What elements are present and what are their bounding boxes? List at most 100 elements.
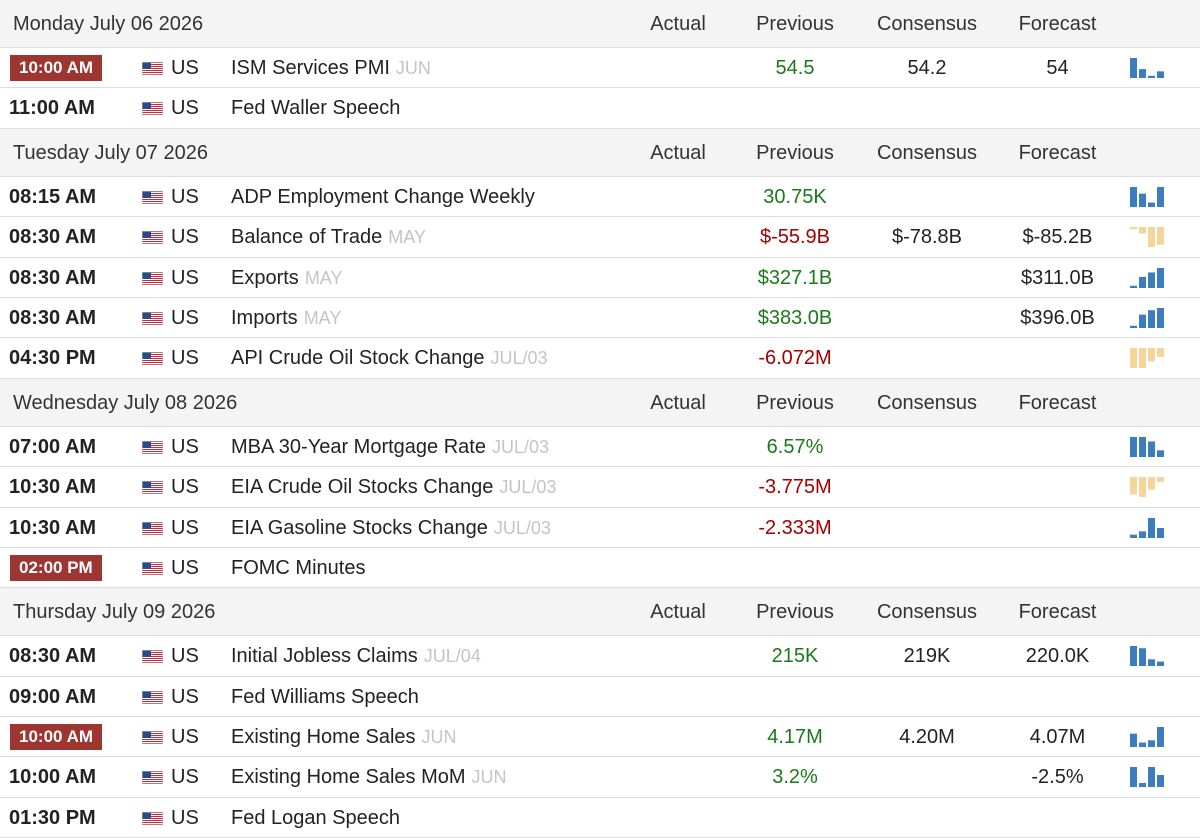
event-row[interactable]: 10:00 AM US Existing Home Sales MoM JUN 3.2%… bbox=[0, 757, 1200, 798]
date-header-row: Thursday July 09 2026 Actual Previous Conse… bbox=[0, 588, 1200, 637]
event-row[interactable]: 10:00 AM US Existing Home Sales JUN 4.17M 4.2… bbox=[0, 717, 1200, 758]
event-row[interactable]: 08:15 AM US ADP Employment Change Weekly 30… bbox=[0, 177, 1200, 218]
event-name-cell[interactable]: Initial Jobless Claims JUL/04 bbox=[231, 636, 481, 676]
country-code: US bbox=[171, 476, 199, 499]
event-name[interactable]: Exports bbox=[231, 266, 299, 289]
forecast-value bbox=[1005, 177, 1110, 217]
sparkline-bar bbox=[1139, 314, 1146, 328]
previous-value: -2.333M bbox=[758, 516, 832, 539]
sparkline-bar bbox=[1130, 436, 1137, 457]
date-header-row: Tuesday July 07 2026 Actual Previous Consen… bbox=[0, 128, 1200, 177]
forecast-value bbox=[1005, 798, 1110, 838]
previous-value: 54.5 bbox=[775, 57, 815, 79]
actual-value bbox=[640, 217, 716, 257]
date-label: Wednesday July 08 2026 bbox=[13, 391, 238, 414]
event-name[interactable]: Initial Jobless Claims bbox=[231, 645, 418, 668]
event-name-cell[interactable]: EIA Gasoline Stocks Change JUL/03 bbox=[231, 508, 551, 548]
event-row[interactable]: 01:30 PM US Fed Logan Speech bbox=[0, 798, 1200, 838]
event-row[interactable]: 10:30 AM US EIA Gasoline Stocks Change JUL/… bbox=[0, 508, 1200, 548]
sparkline-chart[interactable] bbox=[1128, 55, 1168, 81]
event-name[interactable]: Imports bbox=[231, 306, 298, 329]
us-flag-icon bbox=[142, 771, 163, 785]
sparkline-bar bbox=[1130, 58, 1137, 78]
event-name-cell[interactable]: ISM Services PMI JUN bbox=[231, 48, 431, 88]
event-name[interactable]: FOMC Minutes bbox=[231, 556, 366, 579]
sparkline-bar bbox=[1148, 441, 1155, 457]
event-name[interactable]: Fed Waller Speech bbox=[231, 97, 401, 120]
event-name[interactable]: API Crude Oil Stock Change bbox=[231, 347, 485, 370]
sparkline-chart[interactable] bbox=[1128, 305, 1168, 331]
event-row[interactable]: 10:30 AM US EIA Crude Oil Stocks Change JUL… bbox=[0, 467, 1200, 508]
event-name-cell[interactable]: Existing Home Sales JUN bbox=[231, 717, 457, 757]
event-name-cell[interactable]: MBA 30-Year Mortgage Rate JUL/03 bbox=[231, 427, 549, 467]
consensus-value: 4.20M bbox=[899, 726, 955, 749]
previous-value bbox=[745, 88, 845, 128]
column-header-actual: Actual bbox=[650, 141, 706, 164]
sparkline-chart[interactable] bbox=[1128, 265, 1168, 291]
event-row[interactable]: 09:00 AM US Fed Williams Speech bbox=[0, 677, 1200, 718]
event-name-cell[interactable]: Fed Waller Speech bbox=[231, 88, 400, 128]
sparkline-bar bbox=[1157, 477, 1164, 483]
event-row[interactable]: 08:30 AM US Initial Jobless Claims JUL/04 21… bbox=[0, 636, 1200, 677]
reference-period: JUL/04 bbox=[423, 646, 481, 667]
column-header-consensus: Consensus bbox=[876, 13, 978, 35]
event-row[interactable]: 08:30 AM US Balance of Trade MAY $-55.9B $-78… bbox=[0, 217, 1200, 258]
event-name-cell[interactable]: Balance of Trade MAY bbox=[231, 217, 426, 257]
sparkline-chart[interactable] bbox=[1128, 643, 1168, 669]
event-name-cell[interactable]: Imports MAY bbox=[231, 298, 341, 338]
column-header-previous: Previous bbox=[756, 391, 834, 414]
column-header-actual: Actual bbox=[650, 601, 706, 624]
event-name[interactable]: Fed Logan Speech bbox=[231, 806, 401, 829]
event-row[interactable]: 02:00 PM US FOMC Minutes bbox=[0, 548, 1200, 589]
event-name[interactable]: ADP Employment Change Weekly bbox=[231, 185, 535, 208]
sparkline-chart[interactable] bbox=[1128, 724, 1168, 750]
event-name-cell[interactable]: Existing Home Sales MoM JUN bbox=[231, 757, 507, 797]
event-name[interactable]: Balance of Trade bbox=[231, 226, 383, 249]
event-row[interactable]: 08:30 AM US Exports MAY $327.1B $311.0B bbox=[0, 258, 1200, 298]
us-flag-icon bbox=[142, 561, 163, 575]
event-name-cell[interactable]: API Crude Oil Stock Change JUL/03 bbox=[231, 338, 548, 378]
event-row[interactable]: 04:30 PM US API Crude Oil Stock Change JUL/… bbox=[0, 338, 1200, 379]
event-name[interactable]: EIA Crude Oil Stocks Change bbox=[231, 476, 494, 499]
event-name[interactable]: Existing Home Sales bbox=[231, 726, 416, 749]
event-name-cell[interactable]: EIA Crude Oil Stocks Change JUL/03 bbox=[231, 467, 556, 507]
sparkline-chart[interactable] bbox=[1128, 515, 1168, 541]
sparkline-chart[interactable] bbox=[1128, 345, 1168, 371]
country-code: US bbox=[171, 57, 199, 79]
event-name[interactable]: MBA 30-Year Mortgage Rate bbox=[231, 435, 486, 458]
event-name-cell[interactable]: FOMC Minutes bbox=[231, 548, 365, 588]
event-row[interactable]: 11:00 AM US Fed Waller Speech bbox=[0, 88, 1200, 129]
event-time: 10:00 AM bbox=[9, 766, 97, 789]
actual-value bbox=[640, 467, 716, 507]
event-time: 08:30 AM bbox=[9, 226, 97, 249]
event-name[interactable]: EIA Gasoline Stocks Change bbox=[231, 516, 488, 539]
previous-value: 4.17M bbox=[767, 726, 823, 749]
event-name-cell[interactable]: Fed Williams Speech bbox=[231, 677, 419, 717]
sparkline-bar bbox=[1130, 348, 1137, 369]
event-row[interactable]: 07:00 AM US MBA 30-Year Mortgage Rate JUL/0… bbox=[0, 427, 1200, 468]
event-name-cell[interactable]: ADP Employment Change Weekly bbox=[231, 177, 535, 217]
sparkline-bar bbox=[1139, 648, 1146, 667]
sparkline-chart[interactable] bbox=[1128, 764, 1168, 790]
event-name-cell[interactable]: Fed Logan Speech bbox=[231, 798, 400, 838]
sparkline-bar bbox=[1139, 69, 1146, 78]
event-time: 07:00 AM bbox=[9, 435, 97, 458]
event-row[interactable]: 10:00 AM US ISM Services PMI JUN 54.5 54.2 54 bbox=[0, 48, 1200, 89]
us-flag-icon bbox=[142, 521, 163, 535]
us-flag-icon bbox=[142, 811, 163, 825]
sparkline-chart[interactable] bbox=[1128, 184, 1168, 210]
previous-value: 6.57% bbox=[766, 435, 824, 458]
reference-period: JUN bbox=[395, 58, 431, 78]
sparkline-bar bbox=[1148, 767, 1155, 788]
event-name[interactable]: ISM Services PMI bbox=[231, 57, 390, 79]
actual-value bbox=[640, 88, 716, 128]
actual-value bbox=[640, 677, 716, 717]
event-row[interactable]: 08:30 AM US Imports MAY $383.0B $396.0B bbox=[0, 298, 1200, 339]
sparkline-chart[interactable] bbox=[1128, 474, 1168, 500]
sparkline-chart[interactable] bbox=[1128, 434, 1168, 460]
actual-value bbox=[640, 508, 716, 548]
sparkline-chart[interactable] bbox=[1128, 224, 1168, 250]
event-name-cell[interactable]: Exports MAY bbox=[231, 258, 342, 298]
event-name[interactable]: Existing Home Sales MoM bbox=[231, 766, 466, 789]
event-name[interactable]: Fed Williams Speech bbox=[231, 685, 419, 708]
